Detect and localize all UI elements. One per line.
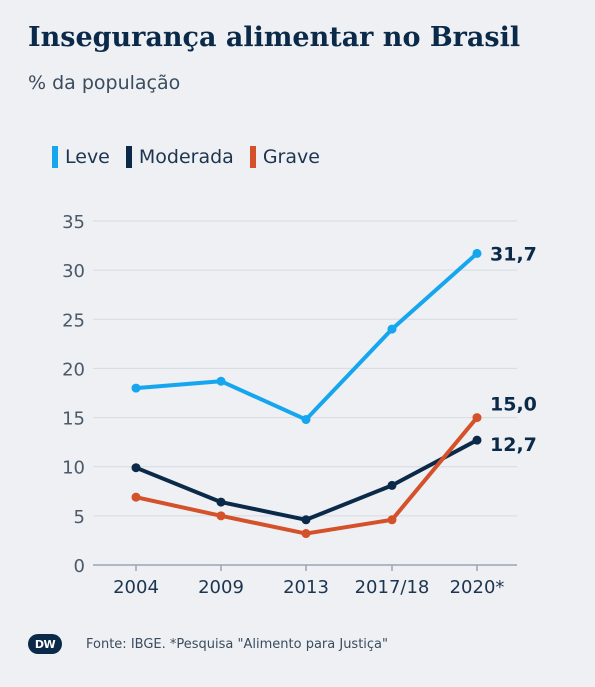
x-tick-label: 2013 bbox=[283, 577, 329, 598]
x-tick-label: 2020* bbox=[450, 577, 505, 598]
legend-label-grave: Grave bbox=[262, 146, 320, 168]
end-label-moderada: 12,7 bbox=[490, 434, 537, 456]
source-note: Fonte: IBGE. *Pesquisa "Alimento para Ju… bbox=[86, 636, 389, 652]
y-tick-label: 10 bbox=[62, 458, 85, 479]
data-point-grave bbox=[216, 511, 226, 521]
chart-subtitle: % da população bbox=[28, 72, 181, 94]
legend-swatch-moderada bbox=[125, 146, 132, 168]
chart-title: Insegurança alimentar no Brasil bbox=[28, 22, 521, 53]
legend-label-leve: Leve bbox=[65, 146, 110, 168]
y-tick-label: 35 bbox=[62, 212, 85, 233]
y-tick-label: 15 bbox=[62, 409, 85, 430]
data-point-moderada bbox=[387, 480, 397, 490]
y-tick-label: 0 bbox=[74, 556, 85, 577]
legend-swatch-leve bbox=[52, 146, 58, 168]
legend-item-grave: Grave bbox=[249, 146, 320, 168]
data-point-grave bbox=[301, 529, 311, 539]
data-point-leve bbox=[216, 376, 226, 386]
x-tick-label: 2004 bbox=[113, 577, 159, 598]
data-point-leve bbox=[387, 324, 397, 334]
data-point-leve bbox=[131, 383, 141, 393]
footer: DW Fonte: IBGE. *Pesquisa "Alimento para… bbox=[28, 634, 388, 654]
data-point-leve bbox=[472, 248, 482, 258]
y-tick-label: 25 bbox=[62, 310, 85, 331]
legend-label-moderada: Moderada bbox=[138, 146, 234, 168]
legend-item-moderada: Moderada bbox=[125, 146, 234, 168]
legend-swatch-grave bbox=[249, 146, 256, 168]
end-label-leve: 31,7 bbox=[490, 243, 537, 265]
data-point-leve bbox=[301, 415, 311, 425]
x-tick-label: 2009 bbox=[198, 577, 244, 598]
data-point-grave bbox=[131, 492, 141, 502]
data-point-grave bbox=[472, 413, 482, 423]
data-point-moderada bbox=[131, 463, 141, 473]
legend: Leve Moderada Grave bbox=[52, 146, 320, 168]
end-label-grave: 15,0 bbox=[490, 394, 537, 416]
data-point-moderada bbox=[472, 435, 482, 445]
x-tick-label: 2017/18 bbox=[355, 577, 430, 598]
data-point-grave bbox=[387, 515, 397, 525]
series-line-leve bbox=[134, 251, 479, 422]
y-tick-label: 20 bbox=[62, 359, 85, 380]
y-tick-label: 5 bbox=[74, 507, 85, 528]
data-point-moderada bbox=[216, 497, 226, 507]
y-tick-label: 30 bbox=[62, 261, 85, 282]
legend-item-leve: Leve bbox=[52, 146, 110, 168]
data-point-moderada bbox=[301, 515, 311, 525]
dw-logo: DW bbox=[28, 634, 62, 654]
